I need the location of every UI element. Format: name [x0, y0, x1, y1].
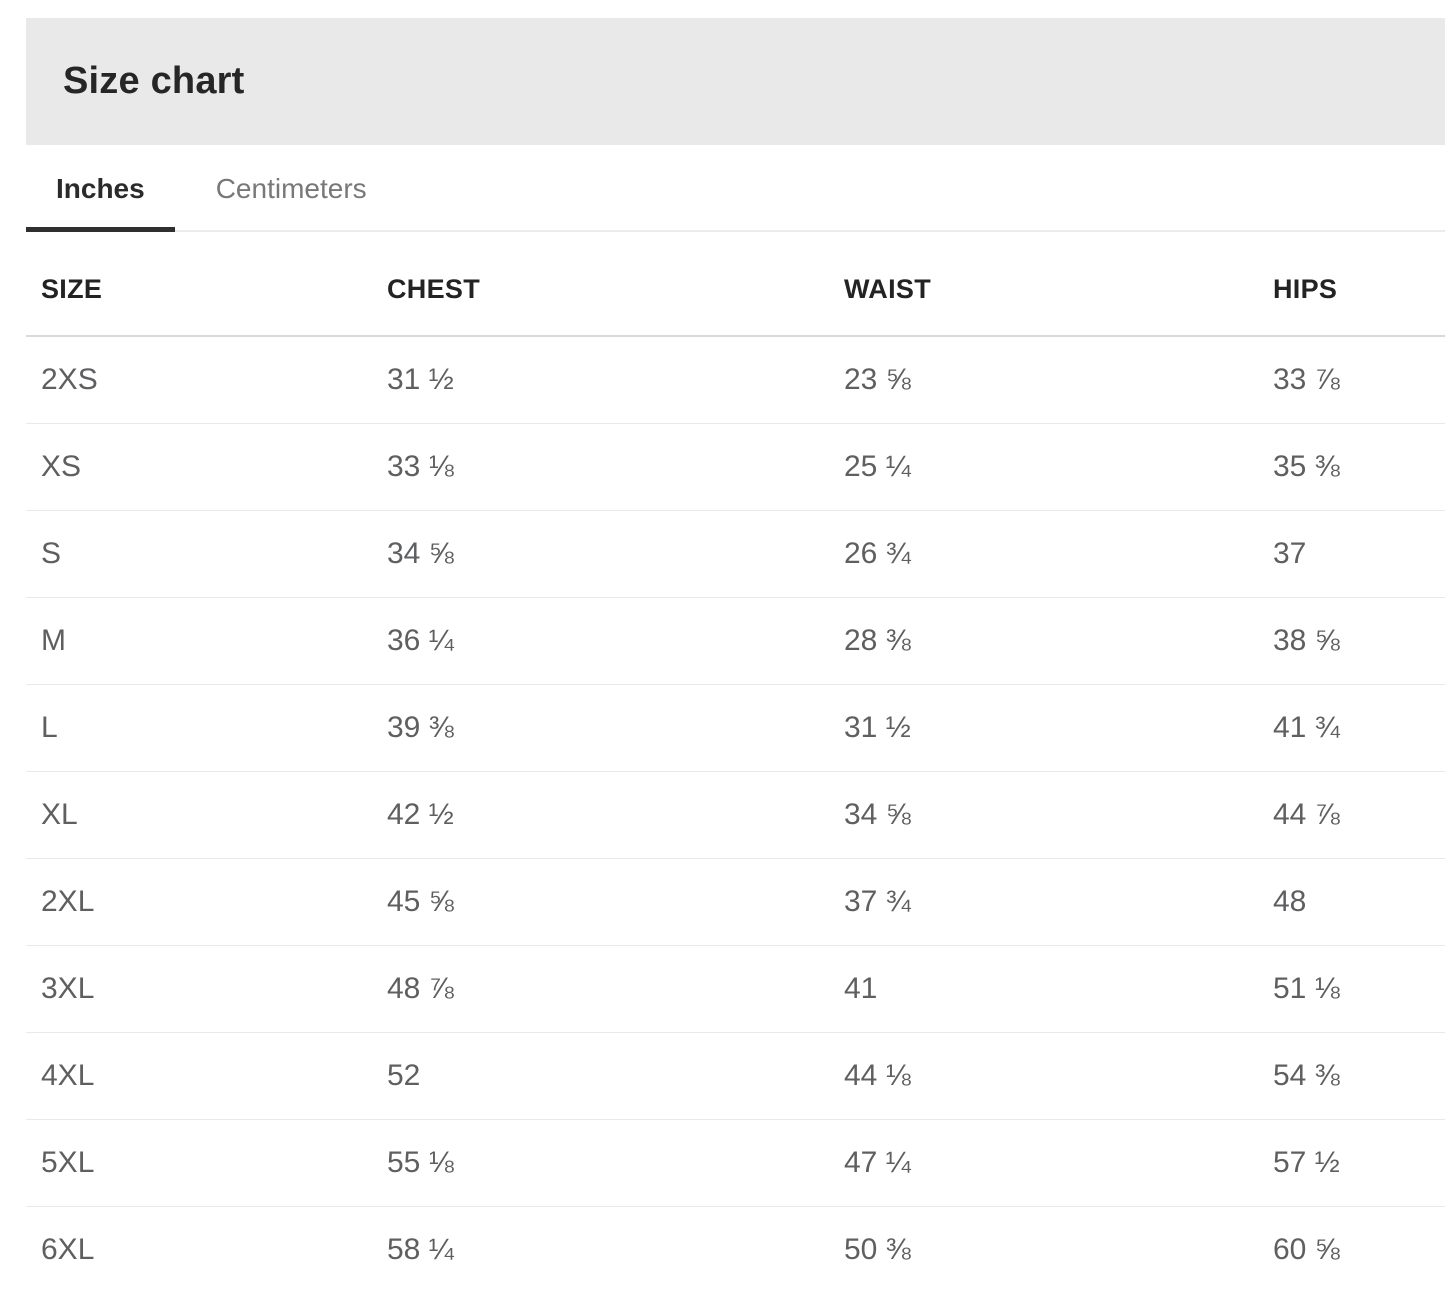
cell-chest: 52 [372, 1032, 829, 1120]
cell-waist: 47 ¼ [829, 1119, 1258, 1207]
cell-waist: 34 ⅝ [829, 771, 1258, 859]
size-table-head: SIZE CHEST WAIST HIPS [26, 232, 1445, 337]
table-row: 3XL 48 ⅞ 41 51 ⅛ [26, 945, 1445, 1033]
cell-hips: 57 ½ [1258, 1119, 1445, 1207]
cell-chest: 48 ⅞ [372, 945, 829, 1033]
cell-size: L [26, 684, 372, 772]
unit-tabs: Inches Centimeters [26, 145, 1445, 232]
cell-chest: 34 ⅝ [372, 510, 829, 598]
table-row: M 36 ¼ 28 ⅜ 38 ⅝ [26, 597, 1445, 685]
table-row: 4XL 52 44 ⅛ 54 ⅜ [26, 1032, 1445, 1120]
column-header-waist: WAIST [829, 232, 1258, 337]
tab-inches[interactable]: Inches [26, 145, 175, 232]
cell-size: 3XL [26, 945, 372, 1033]
cell-waist: 28 ⅜ [829, 597, 1258, 685]
cell-waist: 31 ½ [829, 684, 1258, 772]
cell-hips: 60 ⅝ [1258, 1206, 1445, 1292]
table-row: 5XL 55 ⅛ 47 ¼ 57 ½ [26, 1119, 1445, 1207]
cell-size: 2XL [26, 858, 372, 946]
cell-hips: 44 ⅞ [1258, 771, 1445, 859]
table-row: S 34 ⅝ 26 ¾ 37 [26, 510, 1445, 598]
table-row: 6XL 58 ¼ 50 ⅜ 60 ⅝ [26, 1206, 1445, 1292]
cell-chest: 36 ¼ [372, 597, 829, 685]
cell-size: 2XS [26, 336, 372, 424]
table-row: 2XS 31 ½ 23 ⅝ 33 ⅞ [26, 336, 1445, 424]
cell-waist: 41 [829, 945, 1258, 1033]
cell-waist: 44 ⅛ [829, 1032, 1258, 1120]
column-header-hips: HIPS [1258, 232, 1445, 337]
cell-hips: 35 ⅜ [1258, 423, 1445, 511]
cell-hips: 51 ⅛ [1258, 945, 1445, 1033]
cell-chest: 58 ¼ [372, 1206, 829, 1292]
cell-hips: 54 ⅜ [1258, 1032, 1445, 1120]
cell-hips: 41 ¾ [1258, 684, 1445, 772]
cell-chest: 45 ⅝ [372, 858, 829, 946]
cell-size: XS [26, 423, 372, 511]
cell-hips: 48 [1258, 858, 1445, 946]
cell-waist: 37 ¾ [829, 858, 1258, 946]
table-row: 2XL 45 ⅝ 37 ¾ 48 [26, 858, 1445, 946]
size-table-body: 2XS 31 ½ 23 ⅝ 33 ⅞ XS 33 ⅛ 25 ¼ 35 ⅜ S 3… [26, 336, 1445, 1292]
table-row: XS 33 ⅛ 25 ¼ 35 ⅜ [26, 423, 1445, 511]
cell-chest: 55 ⅛ [372, 1119, 829, 1207]
cell-size: 5XL [26, 1119, 372, 1207]
cell-chest: 39 ⅜ [372, 684, 829, 772]
cell-size: 4XL [26, 1032, 372, 1120]
column-header-size: SIZE [26, 232, 372, 337]
header-row: SIZE CHEST WAIST HIPS [26, 232, 1445, 337]
tab-centimeters[interactable]: Centimeters [215, 172, 367, 204]
cell-waist: 25 ¼ [829, 423, 1258, 511]
table-row: L 39 ⅜ 31 ½ 41 ¾ [26, 684, 1445, 772]
cell-hips: 33 ⅞ [1258, 336, 1445, 424]
cell-size: M [26, 597, 372, 685]
cell-chest: 42 ½ [372, 771, 829, 859]
page-title: Size chart [63, 60, 245, 102]
cell-size: 6XL [26, 1206, 372, 1292]
size-chart-header: Size chart [26, 18, 1445, 145]
cell-waist: 26 ¾ [829, 510, 1258, 598]
size-table: SIZE CHEST WAIST HIPS 2XS 31 ½ 23 ⅝ 33 ⅞… [26, 232, 1445, 1292]
cell-size: S [26, 510, 372, 598]
cell-waist: 23 ⅝ [829, 336, 1258, 424]
cell-hips: 38 ⅝ [1258, 597, 1445, 685]
cell-hips: 37 [1258, 510, 1445, 598]
cell-size: XL [26, 771, 372, 859]
table-row: XL 42 ½ 34 ⅝ 44 ⅞ [26, 771, 1445, 859]
cell-chest: 31 ½ [372, 336, 829, 424]
cell-chest: 33 ⅛ [372, 423, 829, 511]
cell-waist: 50 ⅜ [829, 1206, 1258, 1292]
column-header-chest: CHEST [372, 232, 829, 337]
size-chart-panel: Size chart Inches Centimeters SIZE CHEST… [26, 18, 1445, 1292]
